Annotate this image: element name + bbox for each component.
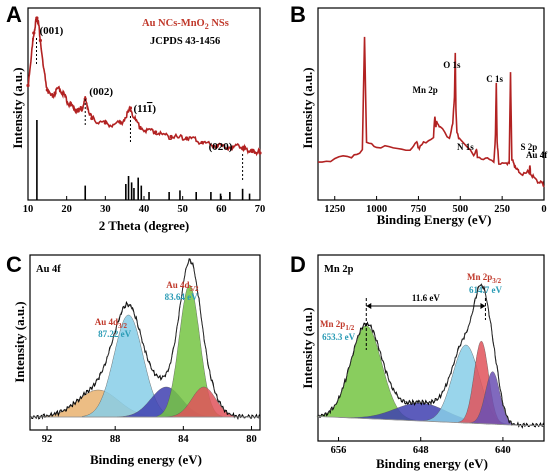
panel-b-x-tick-label: 1000 <box>366 204 387 215</box>
panel-a-peak-label: (002) <box>89 86 113 98</box>
panel-c-xlabel: Binding energy (eV) <box>90 452 202 467</box>
panel-b-x-tick-label: 0 <box>541 204 546 215</box>
panel-a-series-point <box>128 106 133 110</box>
panel-a-series-point <box>90 116 94 121</box>
panel-d-value-2p12: 653.3 eV <box>322 332 355 342</box>
panel-b-peak-label: S 2p <box>521 142 538 152</box>
panel-d-x-tick-label: 656 <box>331 445 347 456</box>
panel-c-value-4d52: 83.64 eV <box>165 292 198 302</box>
panel-letter-d: D <box>290 252 306 277</box>
panel-c-x-tick-label: 88 <box>110 434 121 445</box>
panel-c-x-tick-label: 84 <box>178 434 189 445</box>
panel-a-series-point <box>35 16 39 20</box>
panel-d-x-tick-label: 640 <box>495 445 511 456</box>
panel-a-series-point <box>138 125 142 130</box>
panel-c-ylabel: Intensity (a.u.) <box>12 301 27 382</box>
fit-envelope-line <box>317 284 544 426</box>
panel-b-x-tick-label: 750 <box>411 204 427 215</box>
panel-d-x-tick-label: 648 <box>413 445 429 456</box>
panel-a-series-point <box>169 134 173 139</box>
panel-b-frame <box>317 7 545 201</box>
panel-a-series-point <box>38 38 42 43</box>
panel-b-peak-label: N 1s <box>457 142 474 152</box>
panel-a-series-point <box>242 146 247 151</box>
panel-a-x-tick-label: 60 <box>216 204 227 215</box>
panel-b-peak-label: Mn 2p <box>413 85 438 95</box>
panel-c-x-tick-label: 92 <box>42 434 53 445</box>
panel-a-ylabel: Intensity (a.u.) <box>10 67 25 148</box>
panel-a: A 10 20 30 40 50 60 70 (001) (002) (111) (020) Au … <box>6 2 265 233</box>
panel-d-ylabel: Intensity (a.u.) <box>300 307 315 388</box>
panel-a-series-point <box>103 121 107 125</box>
panel-a-series-line <box>27 16 261 157</box>
panel-d-splitting-label: 11.6 eV <box>412 293 440 303</box>
panel-a-peak-label: (001) <box>40 25 64 37</box>
panel-c-plot: 92 88 84 80 Au 4d3/287.22 eV Au 4d5/283.64 eV <box>29 258 261 445</box>
panel-c-x-tick-label: 80 <box>246 434 257 445</box>
panel-letter-a: A <box>6 2 22 27</box>
panel-a-peak-label: (111) <box>133 103 156 115</box>
panel-d-label-2p32: Mn 2p3/2 <box>467 272 502 285</box>
panel-c-label-4d52: Au 4d5/2 <box>166 280 199 293</box>
panel-a-series-point <box>45 88 49 92</box>
panel-letter-c: C <box>6 252 22 277</box>
panel-a-series-point <box>68 103 73 107</box>
panel-b-series-line <box>317 36 545 188</box>
panel-b-xlabel: Binding Energy (eV) <box>377 212 492 227</box>
fit-envelope-line <box>30 260 260 418</box>
panel-a-series-point <box>26 83 30 88</box>
panel-a-series-point <box>258 151 262 155</box>
panel-d-xlabel: Binding energy (eV) <box>376 456 488 471</box>
panel-a-plot: 10 20 30 40 50 60 70 (001) (002) (111) (020) <box>23 16 266 215</box>
panel-a-series-point <box>76 109 80 113</box>
panel-b-peak-label: C 1s <box>486 74 503 84</box>
panel-a-series-point <box>119 121 123 125</box>
panel-c-value-4d32: 87.22 eV <box>98 329 131 339</box>
panel-a-series-point <box>231 145 235 149</box>
panel-a-series-point <box>61 91 65 95</box>
panel-a-series-point <box>154 130 158 134</box>
panel-a-series-point <box>184 136 189 140</box>
panel-a-x-tick-label: 70 <box>255 204 266 215</box>
panel-a-series-point <box>200 140 204 145</box>
panel-a-x-tick-label: 10 <box>23 204 34 215</box>
panel-a-series-point <box>53 91 57 95</box>
panel-b-ylabel: Intensity (a.u.) <box>300 67 315 148</box>
panel-b-peak-label: O 1s <box>443 60 461 70</box>
panel-d-value-2p32: 614.7 eV <box>469 285 502 295</box>
background-line <box>317 416 544 426</box>
panel-a-legend-reference: JCPDS 43-1456 <box>150 36 220 47</box>
panel-b-plot: 1250 1000 750 500 250 0 Mn 2p O 1s N 1s C 1s S 2pA… <box>317 36 548 215</box>
panel-b-x-tick-label: 250 <box>494 204 510 215</box>
panel-a-legend-sample: Au NCs-MnO2 NSs <box>142 18 229 31</box>
panel-b: B 1250 1000 750 500 250 0 Mn 2p O 1s N 1s C 1s S 2… <box>290 2 548 227</box>
panel-a-series-point <box>250 149 254 154</box>
panel-c-title: Au 4f <box>36 264 61 275</box>
panel-b-x-tick-label: 500 <box>452 204 468 215</box>
panel-d-frame <box>317 254 545 442</box>
panel-letter-b: B <box>290 2 306 27</box>
panel-c-frame <box>29 254 261 431</box>
panel-b-peak-label: Au 4f <box>526 150 548 160</box>
panel-d-label-2p12: Mn 2p1/2 <box>320 319 355 332</box>
panel-d-title: Mn 2p <box>324 264 354 275</box>
panel-a-x-tick-label: 40 <box>139 204 150 215</box>
panel-a-x-tick-label: 20 <box>61 204 72 215</box>
panel-a-x-tick-label: 30 <box>100 204 111 215</box>
panel-a-peak-label: (020) <box>209 141 233 153</box>
panel-c-label-4d32: Au 4d3/2 <box>95 317 128 330</box>
panel-a-series-point <box>215 143 220 148</box>
panel-c: C Au 4f 92 88 84 80 Au 4d3/287.22 eV Au 4d5/2… <box>6 252 261 467</box>
panel-b-x-tick-label: 1250 <box>324 204 345 215</box>
panel-a-xlabel: 2 Theta (degree) <box>99 218 190 233</box>
panel-a-x-tick-label: 50 <box>177 204 188 215</box>
panel-a-series-point <box>32 31 36 35</box>
